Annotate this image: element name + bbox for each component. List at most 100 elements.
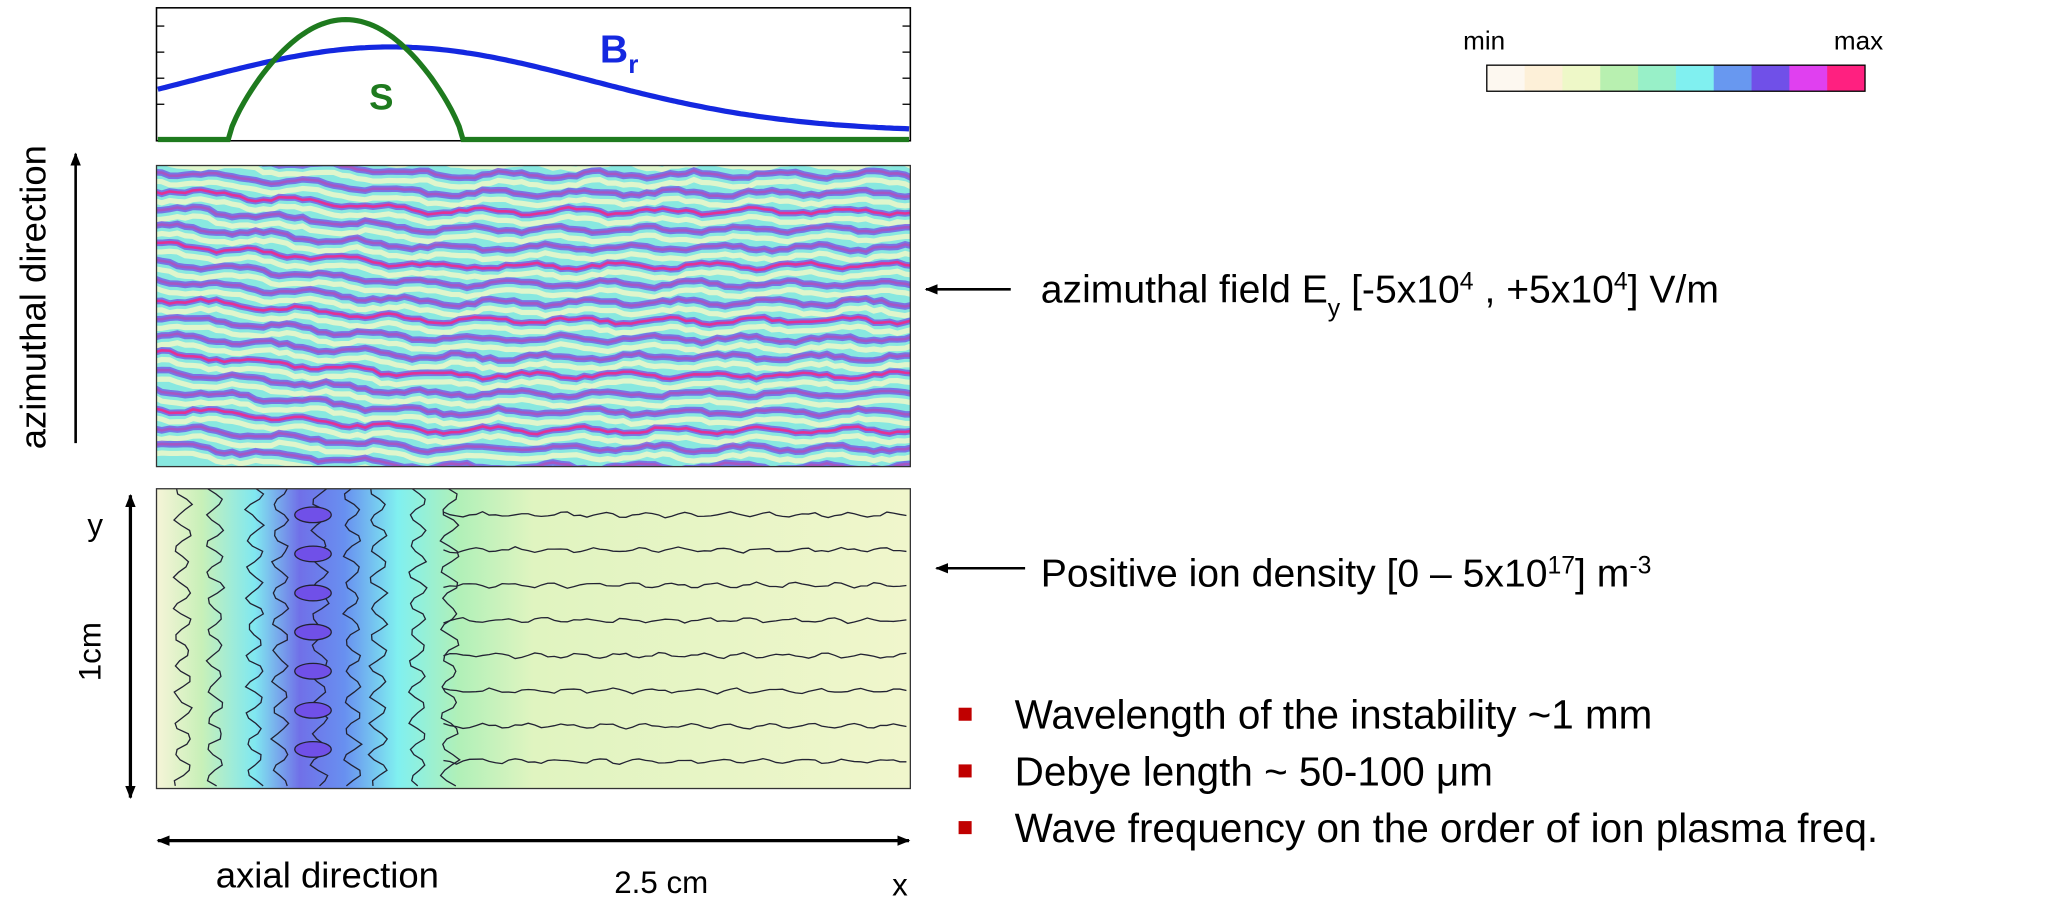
field-annotation: azimuthal field Ey [-5x104 , +5x104] V/m xyxy=(1041,268,1719,322)
annotation-part: -3 xyxy=(1629,552,1651,579)
colorbar-swatch xyxy=(1827,65,1866,92)
field-stripe xyxy=(156,277,911,308)
density-frame xyxy=(155,488,911,790)
density-blob xyxy=(294,662,332,680)
density-blob xyxy=(294,740,332,758)
colorbar-frame xyxy=(1486,64,1866,92)
field-stripe xyxy=(156,196,911,227)
br-label: Br xyxy=(600,29,638,79)
field-stripe xyxy=(156,415,911,446)
bullet-text: Wavelength of the instability ~1 mm xyxy=(1015,692,1653,738)
axial-label: axial direction xyxy=(216,855,439,896)
density-contour xyxy=(172,488,194,787)
colorbar-swatch xyxy=(1751,65,1790,92)
field-stripe xyxy=(156,169,911,201)
field-stripe xyxy=(156,297,911,326)
annotation-part: , +5x10 xyxy=(1474,268,1614,311)
density-contour xyxy=(443,581,907,589)
density-contour xyxy=(269,488,290,787)
field-stripe xyxy=(156,425,911,454)
field-stripe xyxy=(165,165,911,191)
y-label: y xyxy=(87,508,103,543)
annotation-part: azimuthal field E xyxy=(1041,268,1328,311)
annotation-part: ] V/m xyxy=(1628,268,1719,311)
field-stripe xyxy=(156,315,911,345)
density-contour xyxy=(407,488,428,787)
br-curve xyxy=(157,44,910,132)
field-stripe xyxy=(156,305,911,337)
density-contour xyxy=(243,488,266,787)
field-stripe xyxy=(156,213,911,245)
colorbar-swatch xyxy=(1675,65,1715,92)
field-stripe xyxy=(156,330,911,364)
bullet-marker xyxy=(958,764,972,778)
density-blob xyxy=(294,506,332,524)
field-stripe xyxy=(156,203,911,237)
br-label-sub: r xyxy=(628,49,638,79)
field-stripe xyxy=(156,407,911,436)
colorbar-swatch xyxy=(1638,65,1677,92)
field-stripe xyxy=(156,366,911,401)
field-stripe xyxy=(156,387,911,418)
field-stripe xyxy=(156,178,911,209)
colorbar-swatch xyxy=(1600,65,1639,92)
field-stripe xyxy=(156,340,911,373)
bullet-marker xyxy=(958,707,972,721)
field-stripe xyxy=(156,275,911,310)
annotation-part: Positive ion density [0 – 5x10 xyxy=(1041,553,1548,596)
field-stripe xyxy=(156,332,911,362)
annotation-part: 17 xyxy=(1547,552,1575,579)
s-label: S xyxy=(369,76,393,117)
field-stripe xyxy=(156,285,911,319)
field-stripe xyxy=(156,188,911,217)
field-stripe xyxy=(274,165,911,180)
br-label-main: B xyxy=(600,29,628,72)
colorbar-swatch xyxy=(1524,65,1563,92)
colorbar-max: max xyxy=(1834,26,1883,56)
density-blob xyxy=(294,584,332,602)
colorbar-swatch xyxy=(1562,65,1601,92)
density-contour xyxy=(443,651,907,660)
annotation-part: 4 xyxy=(1460,268,1474,295)
colorbar-swatch xyxy=(1713,65,1752,92)
density-map xyxy=(156,488,911,789)
field-stripe xyxy=(156,248,911,282)
azimuthal-label: azimuthal direction xyxy=(13,145,54,449)
field-stripe xyxy=(156,368,911,399)
field-stripe xyxy=(156,442,911,467)
density-contour xyxy=(443,687,907,695)
bullet-text: Debye length ~ 50-100 μm xyxy=(1015,748,1493,794)
density-contours xyxy=(172,488,907,787)
density-blob xyxy=(294,623,332,641)
field-stripe xyxy=(156,266,911,300)
density-contour xyxy=(367,488,389,786)
axial-length-label: 2.5 cm xyxy=(614,865,708,898)
x-label: x xyxy=(892,867,908,898)
field-stripe xyxy=(260,165,911,182)
bullet-marker xyxy=(958,821,972,835)
field-stripe xyxy=(156,395,911,428)
field-stripe xyxy=(156,423,911,456)
field-stripe xyxy=(156,170,911,199)
density-contour xyxy=(443,616,907,625)
field-stripe xyxy=(156,220,911,256)
field-stripe xyxy=(156,205,911,235)
density-contour xyxy=(443,546,907,554)
field-stripe xyxy=(156,356,911,392)
density-contour xyxy=(443,758,907,765)
field-stripes xyxy=(156,165,911,467)
density-contour xyxy=(443,510,907,519)
density-blob xyxy=(294,545,332,563)
field-stripe xyxy=(156,240,911,272)
bullet-list: Wavelength of the instability ~1 mm Debye… xyxy=(958,692,1878,851)
field-stripe xyxy=(156,222,911,254)
density-contour xyxy=(341,488,363,787)
colorbar xyxy=(1486,65,1866,92)
density-contour xyxy=(205,488,226,787)
field-stripe xyxy=(156,256,911,292)
profile-curves xyxy=(156,16,911,143)
field-stripe xyxy=(156,440,911,467)
field-stripe xyxy=(156,230,911,264)
